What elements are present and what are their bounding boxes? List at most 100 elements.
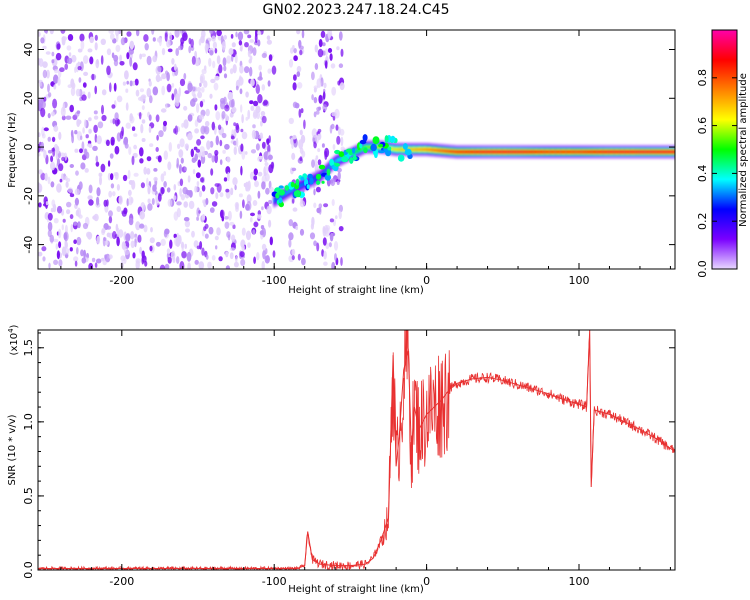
- spectrogram-noise-blob: [82, 222, 89, 230]
- spectrogram-ridge-cell: [278, 196, 282, 199]
- spectrogram-noise-blob: [267, 68, 272, 74]
- spectrogram-noise-blob: [116, 236, 120, 247]
- spectrogram-noise-blob: [194, 259, 199, 265]
- spectrogram-noise-blob: [75, 88, 81, 97]
- spectrogram-ridge-cell: [525, 150, 528, 154]
- spectrogram-noise-blob: [146, 55, 152, 66]
- spectrogram-noise-blob: [69, 164, 75, 168]
- spectrogram-noise-blob: [106, 232, 111, 238]
- spectrogram-noise-blob: [77, 61, 81, 67]
- spectrogram-noise-blob: [315, 110, 320, 115]
- spectrogram-noise-blob: [87, 195, 93, 201]
- spectrogram-noise-blob: [205, 254, 209, 260]
- spectrogram-noise-blob: [321, 143, 325, 148]
- spectrogram-noise-blob: [92, 145, 98, 151]
- spectrogram-ridge-cell: [273, 199, 276, 202]
- spectrogram-noise-blob: [111, 52, 115, 59]
- spectrogram-ridge-cell: [660, 150, 664, 154]
- spectrogram-noise-blob: [318, 94, 323, 104]
- spectrogram-noise-blob: [107, 172, 111, 181]
- spectrogram-ridge-cell: [574, 150, 578, 154]
- spectrogram-ridge: [273, 140, 675, 208]
- spectrogram-ridge-cell: [615, 150, 618, 154]
- spectrogram-noise-blob: [160, 108, 167, 113]
- spectrogram-ridge-cell: [547, 150, 550, 154]
- spectrogram-noise-blob: [158, 130, 164, 138]
- spectrogram-noise-blob: [196, 181, 200, 187]
- spectrogram-noise-blob: [234, 184, 237, 191]
- spectrogram-noise-blob: [40, 107, 46, 118]
- spectrogram-noise-blob: [258, 64, 263, 71]
- spectrogram-noise-blob: [173, 63, 177, 71]
- spectrogram-noise-blob: [239, 210, 243, 219]
- spectrogram-ridge-cell: [670, 150, 673, 154]
- colorbar-label: Normalized spectral amplitude: [738, 73, 749, 227]
- spectrogram-noise-blob: [261, 260, 265, 269]
- spectrogram-noise-blob: [95, 59, 100, 69]
- spectrogram-noise-blob: [214, 75, 220, 81]
- spectrogram-noise-blob: [201, 214, 206, 221]
- spectrogram-noise-blob: [106, 225, 112, 230]
- spectrogram-noise-blob: [49, 234, 55, 243]
- spectrogram-ridge-cell: [671, 150, 675, 154]
- spectrogram-ridge-cell: [481, 150, 485, 154]
- spectrogram-ridge-blob: [390, 135, 396, 143]
- spectrogram-noise-blob: [227, 91, 233, 101]
- spectrogram-noise-blob: [225, 265, 230, 269]
- spectrogram-noise-blob: [128, 196, 133, 206]
- snr-x-tick-label: 100: [568, 575, 589, 588]
- spectrogram-noise-blob: [80, 162, 86, 170]
- spectrogram-noise-blob: [241, 131, 248, 140]
- spectrogram-ridge-cell: [626, 150, 629, 154]
- spectrogram-ridge-cell: [487, 150, 490, 154]
- spectrogram-noise-blob: [47, 149, 53, 154]
- spectrogram-noise-blob: [211, 155, 215, 163]
- spectrogram-noise-blob: [211, 201, 218, 207]
- spectrogram-ridge-cell: [589, 150, 592, 154]
- colorbar-tick-label: 0.2: [696, 212, 709, 230]
- spectrogram-noise-blob: [196, 103, 200, 114]
- spectrogram-ridge-cell: [591, 150, 594, 154]
- spectrogram-ridge-cell: [606, 150, 609, 154]
- spectrogram-ridge-cell: [609, 150, 613, 154]
- spectrogram-noise-blob: [261, 52, 267, 59]
- spectrogram-ridge-blob: [278, 197, 283, 204]
- spectrogram-noise-blob: [318, 39, 323, 48]
- spectrogram-noise-blob: [336, 181, 340, 185]
- spectrogram-noise-blob: [327, 48, 333, 53]
- spectrogram-ridge-blob: [275, 192, 280, 199]
- spectrogram-noise-blob: [233, 122, 237, 127]
- spectrogram-noise-blob: [340, 257, 343, 266]
- spectrogram-noise-blob: [215, 135, 219, 146]
- spectrogram-noise-blob: [45, 30, 48, 34]
- spectrogram-ridge-cell: [377, 145, 380, 149]
- spectrogram-noise-blob: [105, 139, 110, 146]
- spectrogram-noise-blob: [83, 55, 89, 64]
- spectrogram-noise-blob: [183, 73, 187, 80]
- spectrogram-noise-blob: [163, 120, 167, 127]
- spectrogram-noise-blob: [291, 248, 296, 256]
- spectrogram-noise-blob: [187, 132, 193, 141]
- snr-noise-trace: [38, 330, 675, 570]
- spectrogram-noise-blob: [152, 184, 157, 192]
- spectrogram-noise-blob: [171, 58, 175, 65]
- spectrogram-noise-blob: [262, 250, 266, 260]
- spectrogram-noise-blob: [160, 187, 165, 195]
- spectrogram-noise-blob: [252, 47, 257, 56]
- spectrogram-noise-blob: [339, 82, 345, 91]
- spectrogram-noise-blob: [81, 141, 85, 151]
- spectrogram-ridge-blob: [334, 162, 341, 167]
- spectrogram-noise-blob: [125, 233, 131, 242]
- spectrogram-noise-blob: [240, 128, 244, 133]
- spectrogram-noise-blob: [108, 73, 113, 79]
- spectrogram-y-tick-label: 0: [22, 144, 35, 151]
- spectrogram-noise-blob: [240, 258, 246, 266]
- spectrogram-ridge-blob: [338, 151, 345, 158]
- spectrogram-noise-blob: [130, 231, 135, 240]
- spectrogram-noise-blob: [257, 76, 263, 81]
- spectrogram-noise-blob: [51, 111, 55, 117]
- spectrogram-noise-blob: [226, 156, 231, 163]
- spectrogram-noise-blob: [67, 34, 74, 41]
- spectrogram-noise-blob: [194, 57, 200, 67]
- spectrogram-noise-blob: [296, 71, 301, 77]
